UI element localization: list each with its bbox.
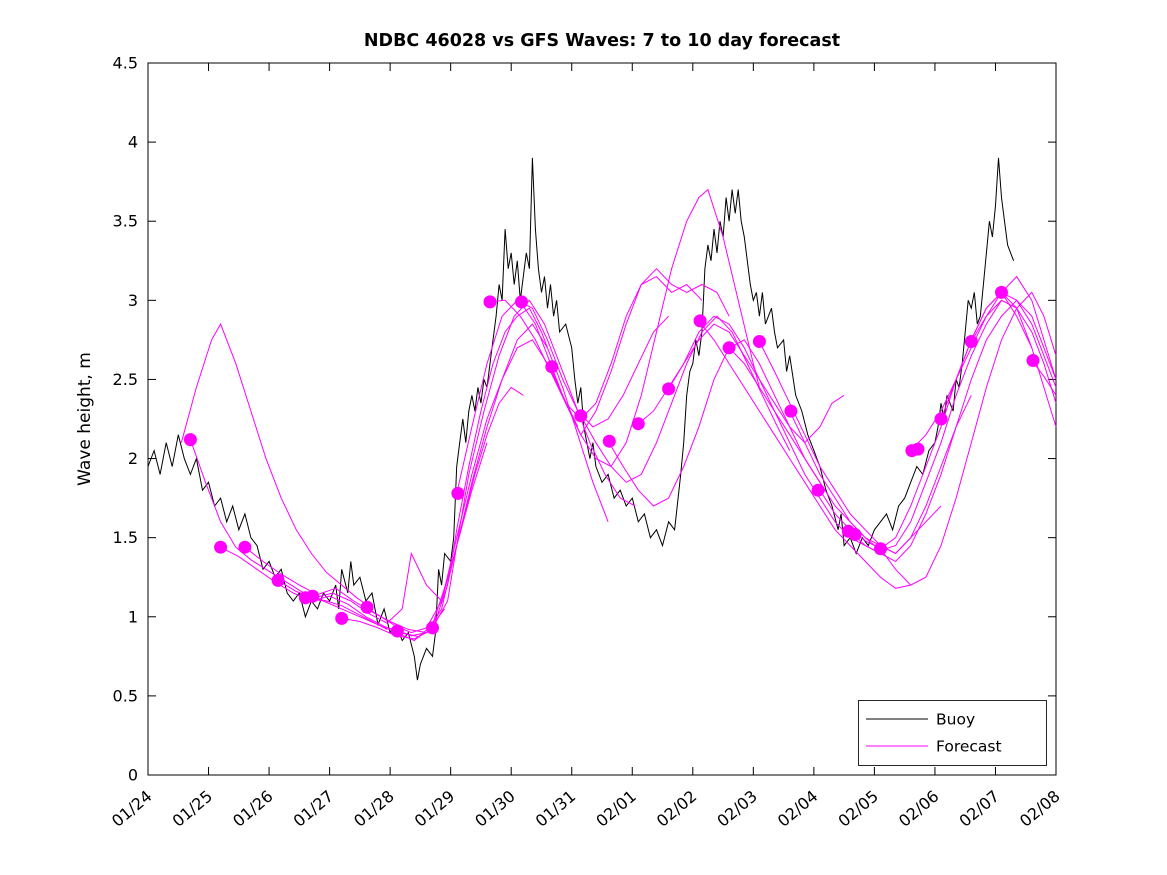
svg-text:3.5: 3.5 <box>113 212 138 231</box>
legend-label-buoy: Buoy <box>936 711 975 729</box>
svg-text:1: 1 <box>128 607 138 626</box>
plot-box <box>147 62 1057 776</box>
svg-text:02/05: 02/05 <box>834 787 882 831</box>
legend-label-forecast: Forecast <box>936 738 1002 756</box>
chart-title: NDBC 46028 vs GFS Waves: 7 to 10 day for… <box>364 31 840 51</box>
svg-text:1.5: 1.5 <box>113 528 138 547</box>
svg-text:01/24: 01/24 <box>108 787 156 831</box>
svg-text:0: 0 <box>128 766 138 785</box>
svg-text:2: 2 <box>128 449 138 468</box>
svg-text:0.5: 0.5 <box>113 686 138 705</box>
legend-item-buoy: Buoy <box>866 711 975 729</box>
forecast-series <box>180 188 1057 642</box>
legend-box <box>858 700 1047 766</box>
legend: Buoy Forecast <box>858 700 1047 766</box>
svg-text:01/27: 01/27 <box>290 787 338 831</box>
y-axis-ticks: 0 0.5 1 1.5 2 2.5 3 3.5 4 4.5 <box>113 54 1056 785</box>
svg-text:01/25: 01/25 <box>169 787 217 831</box>
svg-text:02/07: 02/07 <box>956 787 1004 831</box>
svg-text:01/29: 01/29 <box>411 787 459 831</box>
svg-text:01/26: 01/26 <box>229 787 277 831</box>
forecast-markers <box>183 285 1040 638</box>
legend-item-forecast: Forecast <box>866 738 1002 756</box>
y-axis-label: Wave height, m <box>75 352 95 486</box>
buoy-series <box>147 157 1015 681</box>
svg-text:02/06: 02/06 <box>895 787 943 831</box>
svg-text:02/02: 02/02 <box>653 787 701 831</box>
svg-text:01/30: 01/30 <box>471 787 519 831</box>
svg-text:4.5: 4.5 <box>113 54 138 73</box>
svg-text:02/08: 02/08 <box>1016 787 1064 831</box>
svg-text:01/28: 01/28 <box>350 787 398 831</box>
svg-text:3: 3 <box>128 291 138 310</box>
svg-text:02/04: 02/04 <box>774 787 822 831</box>
svg-text:02/01: 02/01 <box>592 787 640 831</box>
svg-text:2.5: 2.5 <box>113 370 138 389</box>
svg-text:4: 4 <box>128 133 138 152</box>
svg-text:01/31: 01/31 <box>532 787 580 831</box>
svg-text:02/03: 02/03 <box>713 787 761 831</box>
